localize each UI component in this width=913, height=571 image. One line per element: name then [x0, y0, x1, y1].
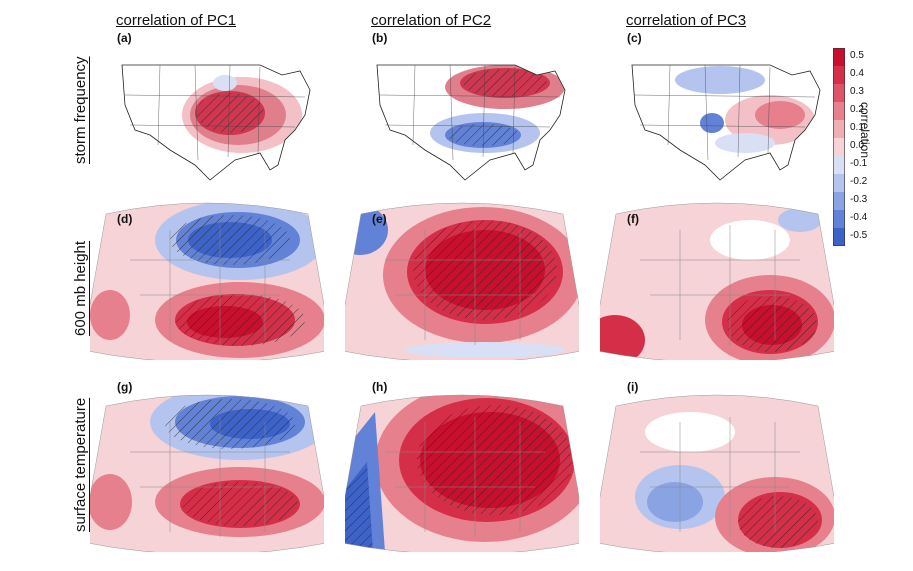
colorbar-tick-label: 0.1 — [850, 122, 864, 133]
column-title-pc2: correlation of PC2 — [371, 12, 492, 29]
panel-b-map — [365, 35, 570, 185]
panel-d-map — [90, 200, 324, 360]
colorbar-tick-label: -0.3 — [850, 194, 868, 205]
panel-a-map — [110, 35, 315, 185]
colorbar-swatch — [833, 210, 845, 228]
colorbar-swatch — [833, 174, 845, 192]
colorbar-tick-label: 0.3 — [850, 86, 864, 97]
colorbar-swatch — [833, 138, 845, 156]
panel-label-f: (f) — [627, 212, 639, 226]
colorbar-swatch — [833, 120, 845, 138]
panel-label-h: (h) — [372, 380, 388, 394]
colorbar-swatch — [833, 48, 845, 66]
panel-label-c: (c) — [627, 31, 642, 45]
colorbar-swatch — [833, 192, 845, 210]
colorbar — [833, 48, 845, 251]
colorbar-swatch — [833, 156, 845, 174]
colorbar-title: correlation — [858, 102, 872, 159]
colorbar-tick-label: 0.4 — [850, 68, 864, 79]
panel-label-a: (a) — [117, 31, 132, 45]
colorbar-tick-label: 0.2 — [850, 104, 864, 115]
panel-label-e: (e) — [372, 212, 387, 226]
panel-label-b: (b) — [372, 31, 388, 45]
colorbar-swatch — [833, 66, 845, 84]
panel-e-map — [345, 200, 579, 360]
panel-c-map — [620, 35, 825, 185]
panel-i-map — [600, 392, 834, 552]
colorbar-tick-label: -0.5 — [850, 230, 868, 241]
panel-label-g: (g) — [117, 380, 133, 394]
colorbar-tick-label: -0.4 — [850, 212, 868, 223]
panel-f-map — [600, 200, 834, 360]
colorbar-tick-label: -0.1 — [850, 158, 868, 169]
colorbar-swatch — [833, 84, 845, 102]
panel-g-map — [90, 392, 324, 552]
panel-label-d: (d) — [117, 212, 133, 226]
colorbar-tick-label: -0.2 — [850, 176, 868, 187]
panel-h-map — [345, 392, 579, 552]
colorbar-tick-label: 0.5 — [850, 50, 864, 61]
panel-label-i: (i) — [627, 380, 639, 394]
colorbar-swatch — [833, 228, 845, 246]
colorbar-tick-label: 0.0 — [850, 140, 864, 151]
colorbar-swatch — [833, 102, 845, 120]
row-label-storm-frequency: storm frequency — [72, 56, 89, 164]
column-title-pc1: correlation of PC1 — [116, 12, 237, 29]
column-title-pc3: correlation of PC3 — [626, 12, 747, 29]
